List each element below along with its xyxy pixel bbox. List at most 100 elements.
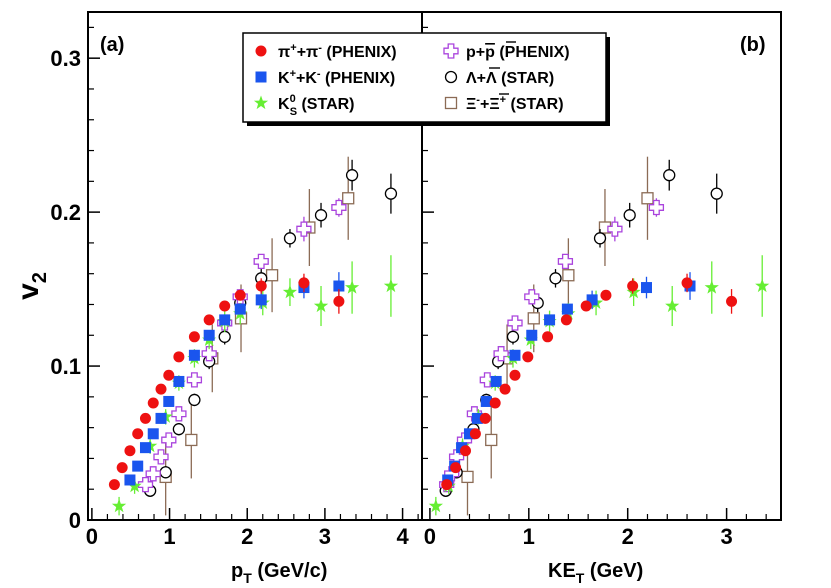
legend-kshort-rest: (STAR) [297,96,354,113]
panel-b-kshort-point [755,278,770,293]
y-title-main: v [12,283,45,300]
panel-a-pion-point [173,351,185,363]
legend-label-kshort: K0 S (STAR) [278,93,355,118]
panel-a-kshort-point [111,498,127,513]
panel-b-kaon-point [544,314,556,326]
panel-a-proton-point [171,406,187,422]
panel-b-proton-point [648,199,665,216]
panel-b-pion-point [479,412,491,424]
legend-proton-rest: (PHENIX) [495,44,570,61]
panel-b-proton-point [493,346,509,362]
legend-shadow-right [606,37,610,126]
panel-b-proton-point [557,253,574,270]
panel-a-x-tick-label: 1 [163,524,175,549]
panel-a-kaon-point [219,314,231,326]
panel-b-pion-point [560,314,572,326]
panel-b-x-title-sub: T [576,570,585,586]
panel-a-lambda-point [345,169,359,182]
panel-a-proton-point [145,466,161,482]
panel-b-x-tick-label: 3 [720,524,732,549]
legend-marker-kaon [255,71,267,83]
panel-a-lambda-point [188,393,201,407]
panel-b-xi-point [461,470,474,484]
panel-a-pion-point [163,369,175,381]
y-tick-label: 0.3 [50,46,81,71]
panel-a-series-lambda [143,159,398,497]
panel-b-pion-point [600,289,612,301]
legend-shadow-bottom [247,122,610,126]
panel-b-xi-point [562,269,575,282]
panel-a-pion-point [108,479,120,491]
y-tick-label: 0 [69,508,81,533]
legend-kaon-main: K [278,70,290,87]
legend-xi-rest: (STAR) [506,96,563,113]
legend-marker-kshort [253,95,269,110]
panel-a-pion-point [255,280,267,292]
panel-b-kshort-point [428,498,443,513]
panel-b-kaon-point [509,349,521,361]
panel-b-xi-point [641,192,654,205]
panel-b-pion-point [469,428,481,440]
panel-b-series-proton [439,198,665,493]
legend-kaon-rest: (PHENIX) [321,70,396,87]
panel-a-kaon-point [163,395,175,407]
legend-xi-sup1: - [476,94,480,106]
panel-a-kaon-point [173,375,185,387]
panel-a-kaon-point [132,460,144,472]
panel-a-kaon-point [255,294,267,306]
panel-a-x-tick-label: 4 [396,524,409,549]
legend-kshort-main: K [278,96,290,113]
panel-b-pion-point [726,295,738,307]
y-axis-title: v2 [12,272,51,300]
panel-b-proton-point [607,221,623,237]
panel-b-pion-point [489,397,501,409]
panel-b-x-tick-label: 2 [622,524,634,549]
panel-b-x-title: KET (GeV) [548,560,643,586]
panel-a-label: (a) [100,34,124,56]
legend-label-kaon: K++K- (PHENIX) [278,68,395,87]
panel-b-kaon-point [526,329,538,341]
panel-b: 0 1 2 3 (b) KET (GeV) [421,11,782,586]
legend-label-xi: Ξ-+Ξ+ (STAR) [466,94,564,113]
legend-marker-proton [443,43,459,59]
panel-a-proton-point [296,221,312,237]
panel-b-lambda-point [663,169,676,182]
panel-a-x-tick-label: 0 [86,524,98,549]
panel-a-kshort-point [313,298,329,313]
legend-lambda-over: Λ [486,70,497,87]
panel-b-kshort-point [704,280,719,294]
legend-pion-sup2: - [318,42,322,54]
panel-a-lambda-point [384,187,398,200]
legend-marker-xi [444,96,458,110]
legend-kshort-sub1: S [290,106,297,118]
panel-a-kaon-point [155,412,167,424]
panel-a-lambda-point [283,232,297,245]
panel-a-series-proton [137,198,347,493]
panel-b-lambda-point [710,187,723,200]
panel-a-kshort-point [282,284,298,299]
panel-b-pion-point [509,369,521,381]
panel-a-xi-point [265,269,279,282]
legend-label-lambda: Λ+Λ (STAR) [466,70,554,87]
panel-a-proton-point [186,372,203,388]
panel-a-x-tick-label: 3 [319,524,331,549]
panel-b-series-pion [441,273,738,491]
panel-a-pion-point [234,289,246,301]
panel-a-proton-point [253,253,269,270]
panel-b-lambda-point [593,232,607,245]
legend-pion-mid: +π [297,44,319,61]
panel-a-kaon-point [124,474,136,486]
panel-a-x-title: pT (GeV/c) [231,560,327,586]
panel-a-kaon-point [333,280,345,292]
legend-pion-main: π [278,44,290,61]
panel-b-lambda-point [623,209,636,222]
panel-b-series-xi [461,156,654,516]
panel-a-pion-point [139,412,151,424]
panel-b-pion-point [460,445,472,457]
panel-a: 0 1 2 3 4 0 0.1 0.2 0.3 (a) pT (GeV/c) [50,11,423,586]
panel-a-pion-point [188,331,200,343]
panel-b-x-tick-label: 1 [523,524,535,549]
panel-a-pion-point [155,383,167,395]
panel-b-ticks: 0 1 2 3 [422,26,767,549]
panel-a-pion-point [333,295,345,307]
